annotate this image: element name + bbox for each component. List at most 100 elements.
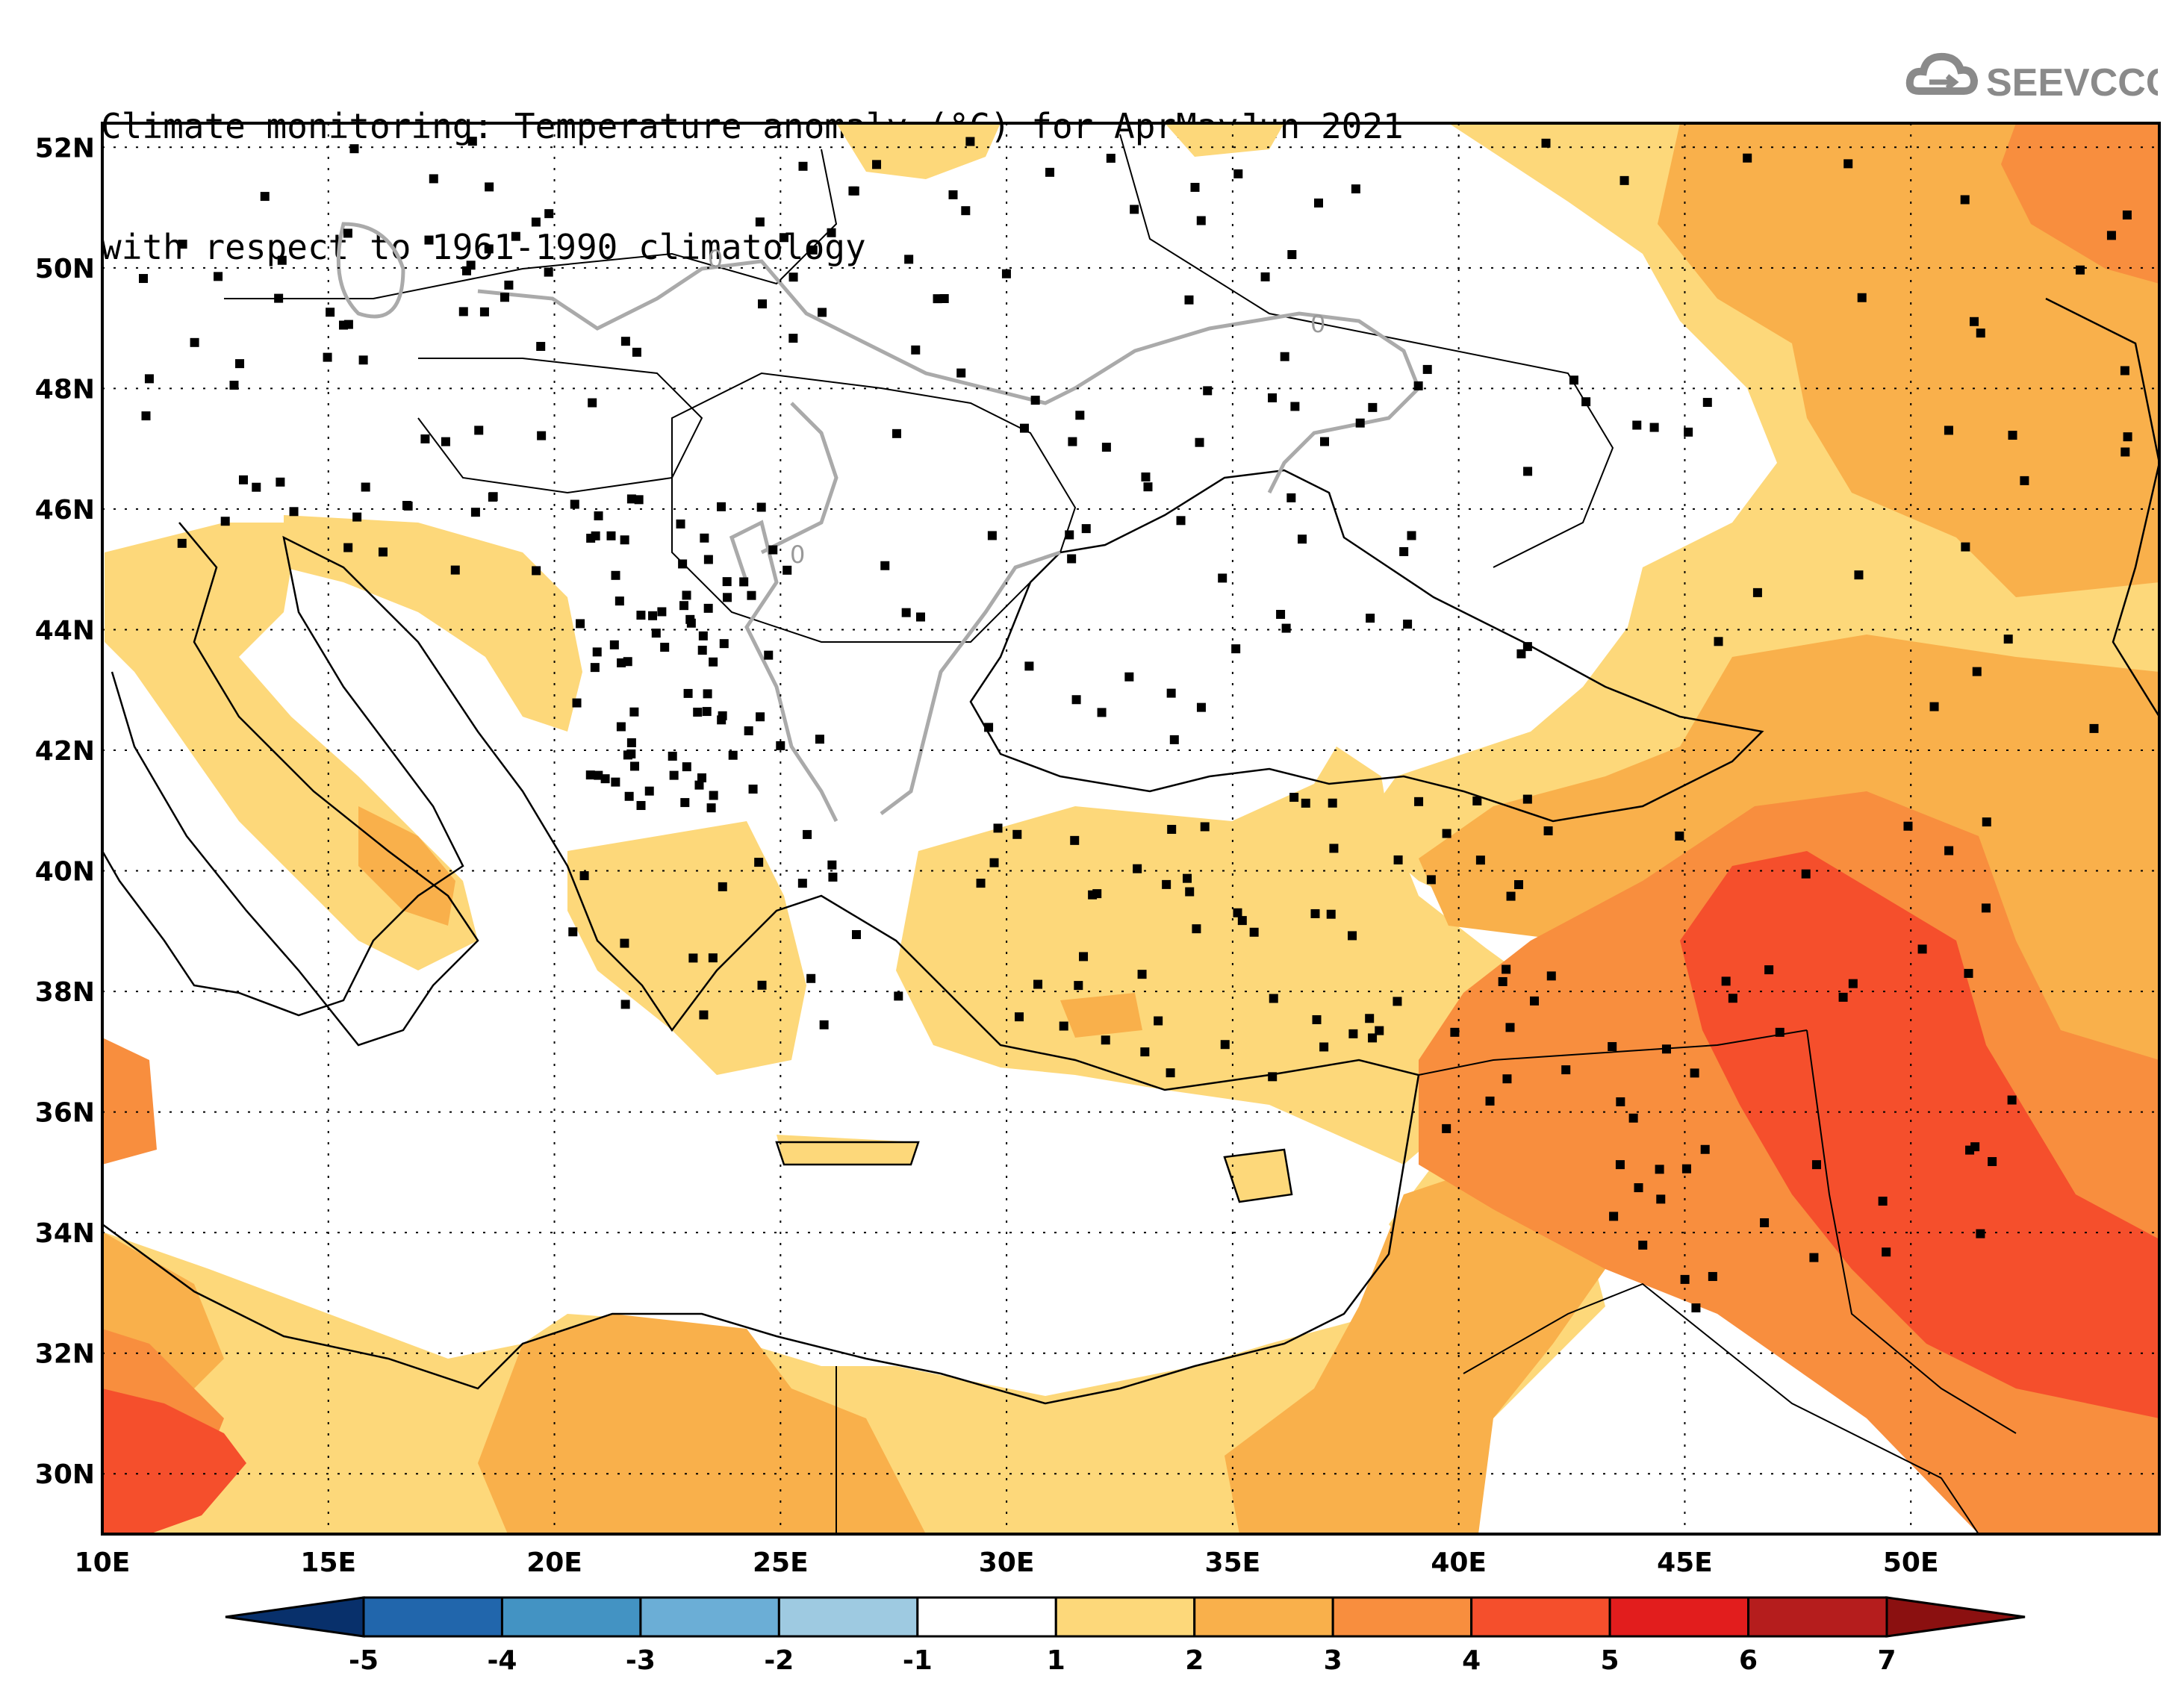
station-marker-149 <box>1019 423 1029 433</box>
station-marker-229 <box>2120 366 2129 375</box>
station-marker-346 <box>1680 1274 1690 1284</box>
station-marker-53 <box>361 482 370 492</box>
lon-label-50E: 50E <box>1883 1548 1939 1578</box>
station-marker-87 <box>636 801 646 811</box>
anomaly-region-anatolia-1-2 <box>896 747 1568 1165</box>
station-marker-268 <box>1059 1021 1068 1031</box>
station-marker-152 <box>1101 443 1111 452</box>
station-marker-127 <box>718 711 727 720</box>
colorbar-label-10: 6 <box>1739 1645 1758 1676</box>
station-marker-208 <box>1106 153 1115 163</box>
colorbar-label-4: -1 <box>903 1645 933 1676</box>
lon-label-40E: 40E <box>1431 1548 1487 1578</box>
station-marker-304 <box>1092 889 1102 899</box>
station-marker-98 <box>657 607 667 617</box>
station-marker-74 <box>668 751 677 761</box>
station-marker-262 <box>1301 798 1310 808</box>
station-marker-136 <box>872 160 882 169</box>
latitude-labels: 52N 50N 48N 46N 44N 42N 40N 38N 36N 34N 32N 30N <box>35 133 95 1490</box>
station-marker-142 <box>961 206 971 216</box>
station-marker-286 <box>1133 864 1142 873</box>
station-marker-336 <box>1655 1165 1664 1174</box>
station-marker-320 <box>1661 1044 1671 1054</box>
station-marker-339 <box>1638 1240 1648 1250</box>
station-marker-209 <box>1124 672 1134 682</box>
station-marker-202 <box>1366 614 1375 623</box>
station-marker-148 <box>1196 702 1206 712</box>
lon-label-35E: 35E <box>1205 1548 1261 1578</box>
station-marker-134 <box>788 334 798 343</box>
station-marker-30 <box>260 192 270 202</box>
station-marker-281 <box>1506 891 1516 901</box>
zero-contour <box>336 222 1421 823</box>
station-marker-29 <box>349 144 359 154</box>
station-marker-231 <box>1569 375 1578 385</box>
station-marker-267 <box>1348 1029 1358 1038</box>
station-marker-327 <box>1728 994 1737 1003</box>
station-marker-34 <box>536 342 546 352</box>
lat-label-52N: 52N <box>35 133 95 163</box>
station-marker-172 <box>1169 735 1179 744</box>
station-marker-103 <box>748 785 758 794</box>
station-marker-210 <box>1972 667 1982 676</box>
station-marker-115 <box>626 738 636 747</box>
station-marker-256 <box>1014 1012 1024 1022</box>
station-marker-157 <box>965 137 975 146</box>
station-marker-248 <box>1289 793 1299 802</box>
anomaly-region-russia-1-2 <box>1165 123 1284 157</box>
colorbar-segment-5 <box>916 1596 1057 1638</box>
station-marker-309 <box>1801 869 1811 879</box>
station-marker-81 <box>591 531 600 540</box>
station-marker-164 <box>1280 352 1289 361</box>
station-marker-348 <box>894 991 903 1001</box>
station-marker-76 <box>660 643 670 652</box>
station-marker-292 <box>1268 1072 1278 1082</box>
station-marker-203 <box>984 723 994 732</box>
station-marker-272 <box>1502 964 1511 974</box>
station-marker-233 <box>1961 542 1970 552</box>
colorbar-segment-9 <box>1470 1596 1611 1638</box>
station-marker-344 <box>1656 1194 1666 1204</box>
station-marker-135 <box>1166 688 1176 698</box>
station-marker-95 <box>620 535 629 545</box>
station-marker-284 <box>1326 909 1336 919</box>
station-marker-324 <box>1988 1157 1997 1167</box>
station-marker-216 <box>2123 432 2132 442</box>
station-marker-126 <box>630 761 640 771</box>
coastline-caspian <box>2045 297 2159 717</box>
station-marker-343 <box>1708 1271 1717 1281</box>
station-marker-101 <box>651 629 661 638</box>
station-marker-335 <box>1442 1123 1451 1133</box>
station-marker-296 <box>1561 1065 1571 1075</box>
station-marker-323 <box>1616 1097 1625 1106</box>
station-marker-28 <box>343 543 353 552</box>
station-marker-174 <box>1001 269 1011 278</box>
station-marker-273 <box>1101 1035 1110 1045</box>
station-marker-254 <box>1319 1042 1329 1052</box>
station-marker-169 <box>1413 381 1423 390</box>
station-marker-163 <box>1196 216 1206 225</box>
station-marker-176 <box>764 650 774 660</box>
station-marker-243 <box>2106 231 2116 240</box>
station-marker-73 <box>756 712 765 722</box>
station-marker-184 <box>818 308 827 317</box>
station-marker-71 <box>614 596 624 606</box>
station-marker-189 <box>755 217 765 227</box>
colorbar-segment-1 <box>362 1596 503 1638</box>
station-marker-90 <box>616 722 626 732</box>
lat-label-34N: 34N <box>35 1218 95 1249</box>
station-marker-119 <box>572 698 582 708</box>
station-marker-180 <box>1143 482 1153 492</box>
plot-frame <box>101 122 2161 1536</box>
station-marker-177 <box>1024 661 1034 671</box>
graticule <box>102 123 2159 1534</box>
station-marker-282 <box>1393 855 1403 864</box>
station-marker-33 <box>343 228 352 238</box>
station-marker-93 <box>709 657 718 667</box>
station-marker-218 <box>2020 476 2029 485</box>
station-marker-65 <box>694 780 704 790</box>
lon-label-45E: 45E <box>1657 1548 1713 1578</box>
station-marker-58 <box>488 492 498 502</box>
station-marker-312 <box>1628 1113 1638 1123</box>
station-marker-274 <box>1140 1047 1150 1057</box>
